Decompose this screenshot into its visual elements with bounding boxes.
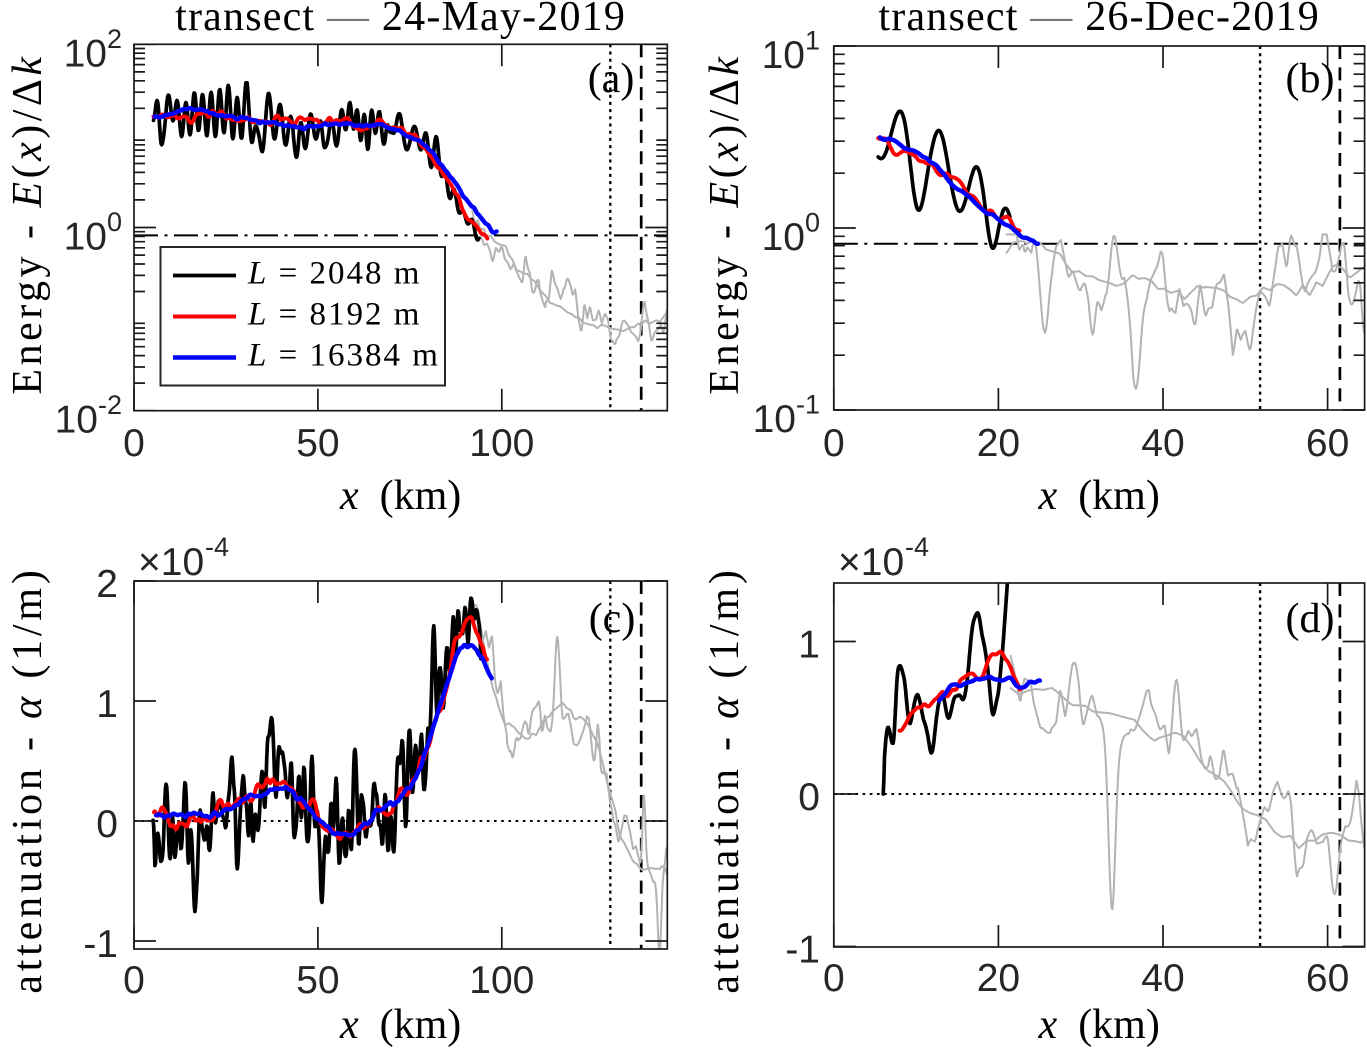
svg-text:transect — 24-May-2019: transect — 24-May-2019 [175,0,626,40]
svg-text:0: 0 [123,422,145,465]
svg-text:L = 8192 m: L = 8192 m [247,297,421,333]
svg-text:0: 0 [96,803,118,846]
svg-text:-4: -4 [205,532,229,562]
svg-text:transect — 26-Dec-2019: transect — 26-Dec-2019 [878,0,1320,40]
svg-text:0: 0 [805,208,820,238]
svg-text:x (km): x (km) [339,473,461,519]
svg-text:40: 40 [1141,422,1184,465]
svg-text:-1: -1 [83,923,118,966]
svg-text:50: 50 [296,422,339,465]
svg-text:x (km): x (km) [1038,473,1160,519]
svg-text:(a): (a) [588,56,635,102]
svg-text:Energy - E(x)/Δk: Energy - E(x)/Δk [702,53,748,394]
svg-text:L = 16384 m: L = 16384 m [247,338,440,374]
svg-text:10: 10 [762,216,805,259]
svg-text:10: 10 [762,34,805,77]
svg-text:20: 20 [977,957,1020,1000]
svg-text:x (km): x (km) [339,1002,461,1048]
svg-text:-1: -1 [796,390,820,420]
svg-text:10: 10 [55,399,98,442]
svg-text:0: 0 [107,207,122,237]
svg-text:0: 0 [123,959,145,1002]
svg-text:100: 100 [469,422,534,465]
svg-text:10: 10 [753,398,796,441]
svg-text:100: 100 [469,959,534,1002]
svg-text:x (km): x (km) [1038,1002,1160,1048]
svg-text:L = 2048 m: L = 2048 m [247,256,421,292]
svg-text:(c): (c) [589,596,636,642]
svg-text:40: 40 [1141,957,1184,1000]
svg-text:2: 2 [96,563,118,606]
svg-text:×10: ×10 [838,541,904,584]
svg-text:0: 0 [823,957,845,1000]
svg-text:0: 0 [823,422,845,465]
svg-text:attenuation - α (1/m): attenuation - α (1/m) [5,566,51,993]
svg-text:-4: -4 [905,532,929,562]
svg-text:20: 20 [977,422,1020,465]
svg-text:-2: -2 [98,390,122,420]
svg-text:10: 10 [64,32,107,75]
svg-text:(b): (b) [1286,56,1335,102]
svg-text:60: 60 [1306,957,1349,1000]
svg-text:1: 1 [805,26,820,56]
svg-text:2: 2 [107,24,122,54]
svg-text:1: 1 [96,683,118,726]
svg-text:1: 1 [798,624,820,667]
svg-text:Energy - E(x)/Δk: Energy - E(x)/Δk [5,53,51,394]
svg-text:attenuation - α (1/m): attenuation - α (1/m) [702,566,748,993]
svg-text:×10: ×10 [138,541,204,584]
svg-text:50: 50 [296,959,339,1002]
svg-text:-1: -1 [785,929,820,972]
svg-text:60: 60 [1306,422,1349,465]
svg-text:10: 10 [64,216,107,259]
svg-text:(d): (d) [1286,596,1335,642]
svg-text:0: 0 [798,776,820,819]
